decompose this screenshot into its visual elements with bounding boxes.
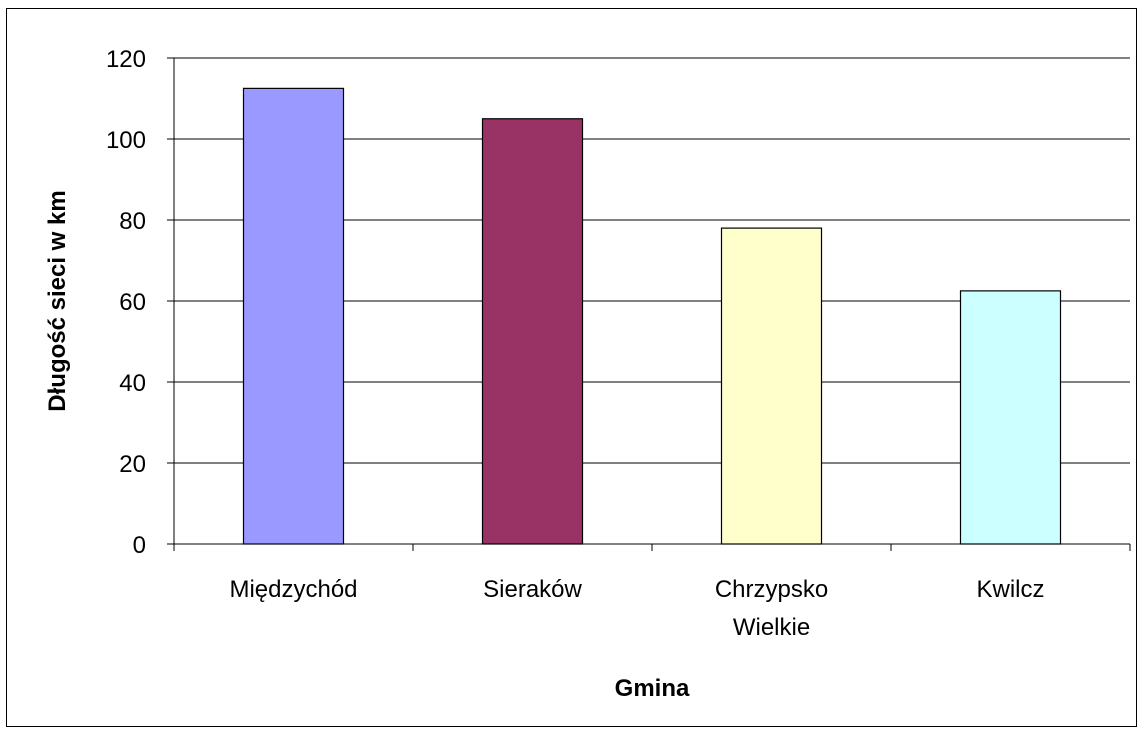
bar xyxy=(720,227,823,545)
y-tick-label: 20 xyxy=(119,451,146,478)
bar xyxy=(959,290,1062,545)
bar xyxy=(242,87,345,545)
y-tick-label: 0 xyxy=(133,532,146,559)
x-tick-label: Międzychód xyxy=(229,576,357,603)
y-tick-label: 100 xyxy=(106,127,146,154)
bars xyxy=(242,87,1062,545)
y-tick-label: 80 xyxy=(119,208,146,235)
x-tick-labels: Międzychód Sieraków Chrzypsko Wielkie Kwilcz xyxy=(229,576,1044,641)
y-tick-label: 120 xyxy=(106,46,146,73)
x-tick-label: Chrzypsko Wielkie xyxy=(715,576,828,641)
y-axis-title: Długość sieci w km xyxy=(44,190,71,411)
y-tick-label: 40 xyxy=(119,370,146,397)
axes xyxy=(167,57,1131,551)
y-tick-labels: 0 20 40 60 80 100 120 xyxy=(106,46,146,559)
x-tick-label: Sieraków xyxy=(483,576,582,603)
x-axis-title: Gmina xyxy=(615,675,690,702)
y-tick-label: 60 xyxy=(119,289,146,316)
bar xyxy=(481,118,584,545)
x-tick-label: Kwilcz xyxy=(976,576,1044,603)
